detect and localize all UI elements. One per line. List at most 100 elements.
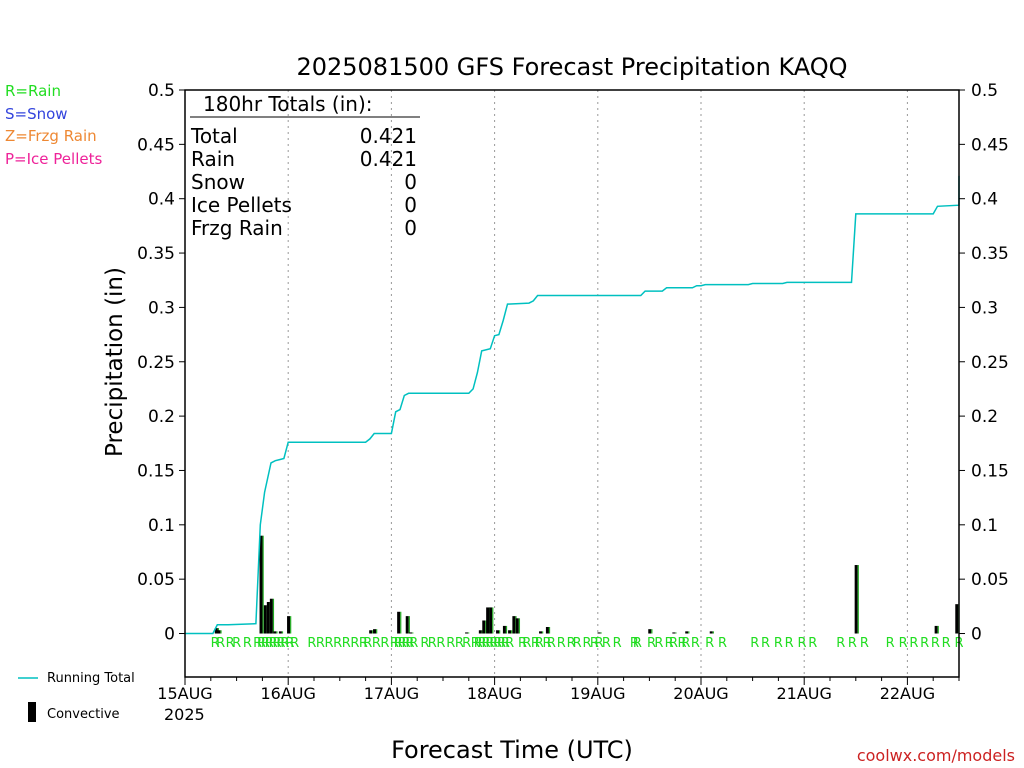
convective-bar (486, 607, 490, 634)
x-axis-ticks: 15AUG 16AUG 17AUG 18AUG 19AUG 20AUG 21AUG 22AUG (157, 677, 960, 703)
x-tick-label: 15AUG (157, 684, 212, 703)
totals-row-value: 0 (404, 216, 417, 240)
convective-bar (854, 565, 858, 634)
x-tick-label: 17AUG (364, 684, 419, 703)
convective-bar (515, 618, 519, 634)
rain-marker: R (633, 636, 642, 651)
rain-marker: R (269, 636, 278, 651)
rain-marker: R (272, 636, 281, 651)
rain-marker: R (290, 636, 299, 651)
y-tick-label-left: 0.35 (137, 244, 175, 264)
rain-marker: R (265, 636, 274, 651)
convective-bar (214, 628, 218, 634)
rain-marker: R (390, 636, 399, 651)
x-tick-label: 18AUG (467, 684, 522, 703)
rain-marker: R (211, 636, 220, 651)
convective-bar-edge (276, 631, 278, 634)
totals-row-value: 0 (404, 193, 417, 217)
rain-marker: R (920, 636, 929, 651)
rain-marker: R (493, 636, 502, 651)
x-tick-label: 16AUG (260, 684, 315, 703)
convective-bar (685, 631, 689, 634)
convective-bar (405, 616, 409, 634)
rain-marker: R (691, 636, 700, 651)
convective-bar-edge (651, 629, 653, 634)
rain-marker: R (501, 636, 510, 651)
rain-marker: R (808, 636, 817, 651)
totals-rows: Total 0.421 Rain 0.421 Snow 0 Ice Pellets 0 Frzg… (190, 124, 417, 240)
y-tick-label-right: 0.35 (971, 244, 1009, 264)
convective-bar (478, 630, 482, 634)
convective-bar-edge (412, 632, 414, 634)
convective-bar (278, 631, 282, 634)
rain-marker: R (774, 636, 783, 651)
rain-marker: R (359, 636, 368, 651)
y-tick-label-right: 0.5 (971, 81, 998, 101)
totals-row-label: Rain (191, 147, 235, 171)
rain-marker: R (630, 636, 639, 651)
rain-marker: R (436, 636, 445, 651)
rain-marker: R (785, 636, 794, 651)
y-tick-label-right: 0.15 (971, 461, 1009, 481)
rain-marker: R (613, 636, 622, 651)
rain-marker: R (602, 636, 611, 651)
convective-legend-label: Convective (47, 707, 120, 722)
rain-marker: R (478, 636, 487, 651)
rain-marker: R (848, 636, 857, 651)
convective-bar-edge (400, 611, 402, 634)
rain-marker: R (489, 636, 498, 651)
y-tick-label-right: 0.4 (971, 190, 998, 210)
convective-bar-edge (518, 618, 521, 634)
rain-marker: R (665, 636, 674, 651)
y-tick-label-left: 0.45 (137, 135, 175, 155)
y-tick-label-left: 0.3 (148, 298, 175, 318)
convective-bar-edge (492, 607, 494, 634)
rain-marker: R (232, 636, 241, 651)
convective-bar (397, 611, 401, 634)
y-tick-label-right: 0.25 (971, 353, 1009, 373)
rain-marker: R (333, 636, 342, 651)
running-total-line (185, 175, 960, 635)
totals-row-value: 0.421 (360, 147, 417, 171)
convective-bar (465, 632, 469, 634)
convective-bar (934, 625, 938, 634)
rain-marker: R (497, 636, 506, 651)
y-tick-label-right: 0.45 (971, 135, 1009, 155)
y-tick-label-left: 0.2 (148, 407, 175, 427)
y-tick-label-left: 0 (164, 625, 175, 645)
vertical-gridlines (287, 90, 908, 677)
convective-bar-edge (712, 631, 714, 634)
rain-marker: R (226, 636, 235, 651)
convective-bar (648, 629, 652, 634)
rain-marker: R (285, 636, 294, 651)
convective-bar (955, 604, 959, 634)
legend-snow: S=Snow (5, 105, 68, 123)
rain-marker: R (505, 636, 514, 651)
rain-marker: R (557, 636, 566, 651)
rain-marker: R (216, 636, 225, 651)
convective-bar (217, 630, 221, 634)
rain-marker: R (253, 636, 262, 651)
rain-marker: R (316, 636, 325, 651)
rain-marker: R (567, 636, 576, 651)
convective-bar-edge (505, 625, 508, 634)
y-tick-label-left: 0.5 (148, 81, 175, 101)
rain-marker: R (522, 636, 531, 651)
rain-marker: R (531, 636, 540, 651)
convective-bar-edge (220, 630, 222, 634)
rain-marker: R (678, 636, 687, 651)
convective-bar (482, 620, 486, 634)
totals-box: 180hr Totals (in): Total 0.421 Rain 0.421 Sn… (190, 92, 420, 240)
y-tick-label-right: 0.05 (971, 570, 1009, 590)
convective-bar-edge (408, 616, 410, 634)
y-tick-label-right: 0.3 (971, 298, 998, 318)
legend-frzg-rain: Z=Frzg Rain (5, 127, 97, 145)
series-legend: Running Total Convective (18, 671, 135, 722)
rain-marker: R (909, 636, 918, 651)
y-tick-label-left: 0.05 (137, 570, 175, 590)
rain-marker: R (573, 636, 582, 651)
totals-row-value: 0 (404, 170, 417, 194)
convective-bar (373, 629, 377, 634)
rain-marker: R (243, 636, 252, 651)
